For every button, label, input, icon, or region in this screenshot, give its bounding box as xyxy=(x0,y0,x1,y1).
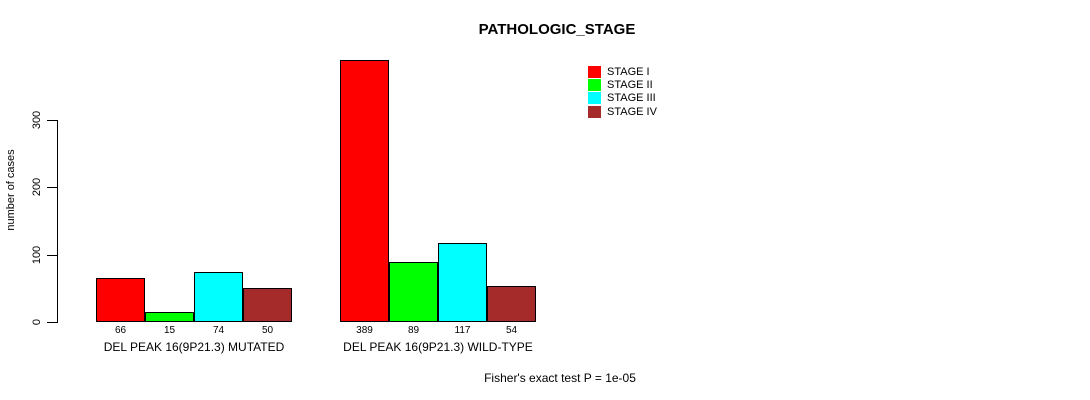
legend-label: STAGE IV xyxy=(607,105,657,118)
bar-value-label: 15 xyxy=(163,325,176,336)
y-tick-mark xyxy=(47,120,57,121)
legend-label: STAGE II xyxy=(607,78,653,91)
legend-item: STAGE I xyxy=(588,65,657,78)
legend-swatch-stage-iv xyxy=(588,105,601,118)
legend-label: STAGE III xyxy=(607,92,656,105)
y-axis-label: number of cases xyxy=(5,149,17,231)
legend-label: STAGE I xyxy=(607,65,650,78)
bar-value-label: 89 xyxy=(407,325,420,336)
bar-stage-iv xyxy=(243,288,292,322)
legend-item: STAGE III xyxy=(588,92,657,105)
chart-title: PATHOLOGIC_STAGE xyxy=(478,21,636,38)
fisher-test-note: Fisher's exact test P = 1e-05 xyxy=(484,371,636,385)
bar-value-label: 54 xyxy=(505,325,518,336)
legend: STAGE I STAGE II STAGE III STAGE IV xyxy=(588,65,657,118)
bar-value-label: 66 xyxy=(114,325,127,336)
bar-value-label: 74 xyxy=(212,325,225,336)
y-axis-line xyxy=(57,120,58,323)
y-tick-mark xyxy=(47,187,57,188)
legend-swatch-stage-i xyxy=(588,65,601,78)
bar-stage-i xyxy=(340,60,389,322)
bar-stage-i xyxy=(96,278,145,322)
y-tick-label: 0 xyxy=(31,318,43,326)
legend-item: STAGE IV xyxy=(588,105,657,118)
bar-stage-ii xyxy=(389,262,438,322)
bar-value-label: 117 xyxy=(454,325,471,336)
bar-value-label: 389 xyxy=(356,325,373,336)
y-tick-label: 200 xyxy=(31,177,43,197)
y-tick-label: 100 xyxy=(31,245,43,265)
y-tick-label: 300 xyxy=(31,110,43,130)
bar-value-label: 50 xyxy=(261,325,274,336)
bar-stage-ii xyxy=(145,312,194,322)
group-label: DEL PEAK 16(9P21.3) MUTATED xyxy=(103,340,285,354)
y-tick-mark xyxy=(47,255,57,256)
bar-stage-iii xyxy=(194,272,243,322)
group-label: DEL PEAK 16(9P21.3) WILD-TYPE xyxy=(343,340,533,354)
y-tick-mark xyxy=(47,322,57,323)
bar-stage-iii xyxy=(438,243,487,322)
legend-swatch-stage-iii xyxy=(588,92,601,105)
legend-swatch-stage-ii xyxy=(588,78,601,91)
legend-item: STAGE II xyxy=(588,78,657,91)
bar-stage-iv xyxy=(487,286,536,322)
